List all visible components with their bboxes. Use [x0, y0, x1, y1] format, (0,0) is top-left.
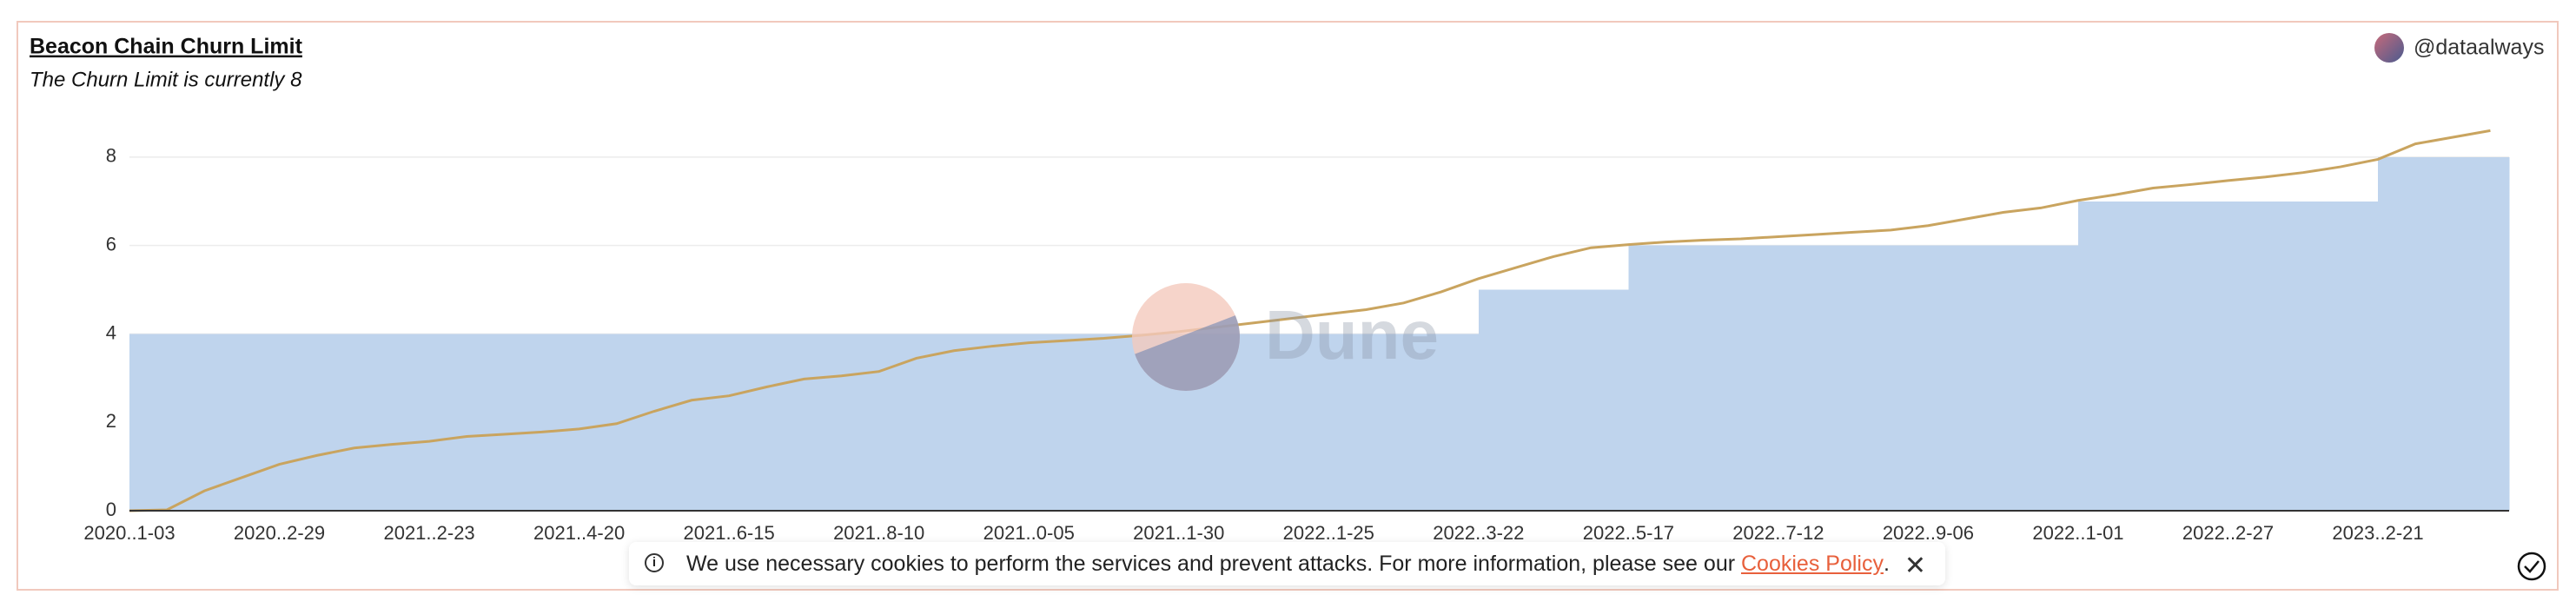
area-segment	[653, 334, 692, 511]
area-segment	[1665, 245, 1705, 511]
area-segment	[1403, 334, 1442, 511]
area-segment	[1628, 245, 1667, 511]
area-segment	[167, 334, 205, 511]
area-segment	[391, 334, 430, 511]
chart-subtitle: The Churn Limit is currently 8	[30, 68, 302, 91]
area-segment	[692, 334, 730, 511]
x-tick-label: 2022..1-25	[1283, 522, 1374, 544]
area-segment	[2340, 201, 2379, 511]
area-segment	[579, 334, 618, 511]
area-segment	[2040, 245, 2079, 511]
area-segment	[2415, 156, 2453, 511]
x-tick-label: 2020..1-03	[83, 522, 175, 544]
area-segment	[766, 334, 805, 511]
area-segment	[1703, 245, 1742, 511]
area-segment	[729, 334, 767, 511]
x-tick-label: 2021..6-15	[684, 522, 775, 544]
watermark: Dune	[1132, 283, 1439, 391]
area-segment	[2190, 201, 2229, 511]
area-segment	[2153, 201, 2191, 511]
cookie-text: We use necessary cookies to perform the …	[686, 551, 1736, 576]
area-segment	[2077, 201, 2116, 511]
area-segment	[2228, 201, 2267, 511]
area-segment	[1328, 334, 1367, 511]
area-segment	[1103, 334, 1142, 511]
area-segment	[1029, 334, 1067, 511]
area-segment	[1515, 289, 1554, 511]
x-tick-label: 2021..2-23	[383, 522, 474, 544]
watermark-logo-half	[1132, 313, 1240, 391]
x-tick-label: 2022..2-27	[2182, 522, 2274, 544]
x-tick-label: 2022..5-17	[1583, 522, 1674, 544]
cookie-banner: i We use necessary cookies to perform th…	[629, 542, 1945, 585]
area-segment	[541, 334, 580, 511]
cookies-policy-link[interactable]: Cookies Policy	[1741, 551, 1884, 576]
close-button[interactable]: ✕	[1904, 552, 1926, 580]
x-tick-label: 2020..2-29	[234, 522, 325, 544]
y-tick-label: 4	[106, 321, 116, 343]
area-segment	[242, 334, 281, 511]
line	[129, 129, 2491, 512]
area-segment	[1740, 245, 1779, 511]
check-icon	[2517, 552, 2546, 581]
check-mark	[2524, 560, 2540, 573]
y-tick-label: 8	[106, 145, 116, 167]
area-segment	[429, 334, 467, 511]
area-segment	[2003, 245, 2042, 511]
area-segment	[1066, 334, 1105, 511]
area-segment	[354, 334, 393, 511]
area-segment	[1254, 334, 1292, 511]
x-tick-label: 2021..4-20	[533, 522, 625, 544]
x-tick-label: 2021..1-30	[1133, 522, 1224, 544]
y-tick-label: 2	[106, 410, 116, 432]
area-segment	[467, 334, 505, 511]
area-segment	[504, 334, 543, 511]
author: @dataalways	[2414, 36, 2544, 60]
avatar	[2374, 33, 2404, 63]
area-segment	[953, 334, 992, 511]
x-tick-label: 2021..8-10	[833, 522, 924, 544]
area-segment	[204, 334, 243, 511]
area-segment	[1591, 289, 1629, 511]
area-segment	[1478, 289, 1517, 511]
area-segment	[1965, 245, 2004, 511]
area-segment	[316, 334, 355, 511]
area-segment	[2302, 201, 2341, 511]
area-segment	[804, 334, 843, 511]
x-tick-label: 2021..0-05	[983, 522, 1075, 544]
area-segment	[991, 334, 1030, 511]
area-segment	[1778, 245, 1817, 511]
watermark-text: Dune	[1265, 296, 1439, 373]
area-segment	[1291, 334, 1329, 511]
x-tick-label: 2022..9-06	[1883, 522, 1974, 544]
area-segment	[2490, 156, 2510, 511]
y-tick-label: 6	[106, 233, 116, 254]
area-segment	[2265, 201, 2304, 511]
area-segment	[2116, 201, 2154, 511]
y-tick-label: 0	[106, 499, 116, 520]
area-segment	[1928, 245, 1967, 511]
area-segment	[1853, 245, 1891, 511]
area-segment	[1891, 245, 1930, 511]
area-segment	[2453, 156, 2492, 511]
area-segment	[1366, 334, 1405, 511]
x-tick-label: 2022..1-01	[2032, 522, 2123, 544]
chart-title: Beacon Chain Churn Limit	[30, 35, 303, 59]
x-tick-label: 2023..2-21	[2332, 522, 2423, 544]
area-segment	[279, 334, 318, 511]
x-tick-label: 2022..3-22	[1433, 522, 1524, 544]
area-segment	[2378, 156, 2416, 511]
area-segment	[1553, 289, 1592, 511]
area-segment	[129, 334, 168, 511]
area-segment	[1816, 245, 1854, 511]
area-segment	[1440, 334, 1480, 511]
area-segment	[916, 334, 955, 511]
info-icon: i	[645, 553, 664, 572]
x-tick-label: 2022..7-12	[1732, 522, 1824, 544]
area-segment	[841, 334, 880, 511]
cookie-text-end: .	[1883, 551, 1890, 576]
